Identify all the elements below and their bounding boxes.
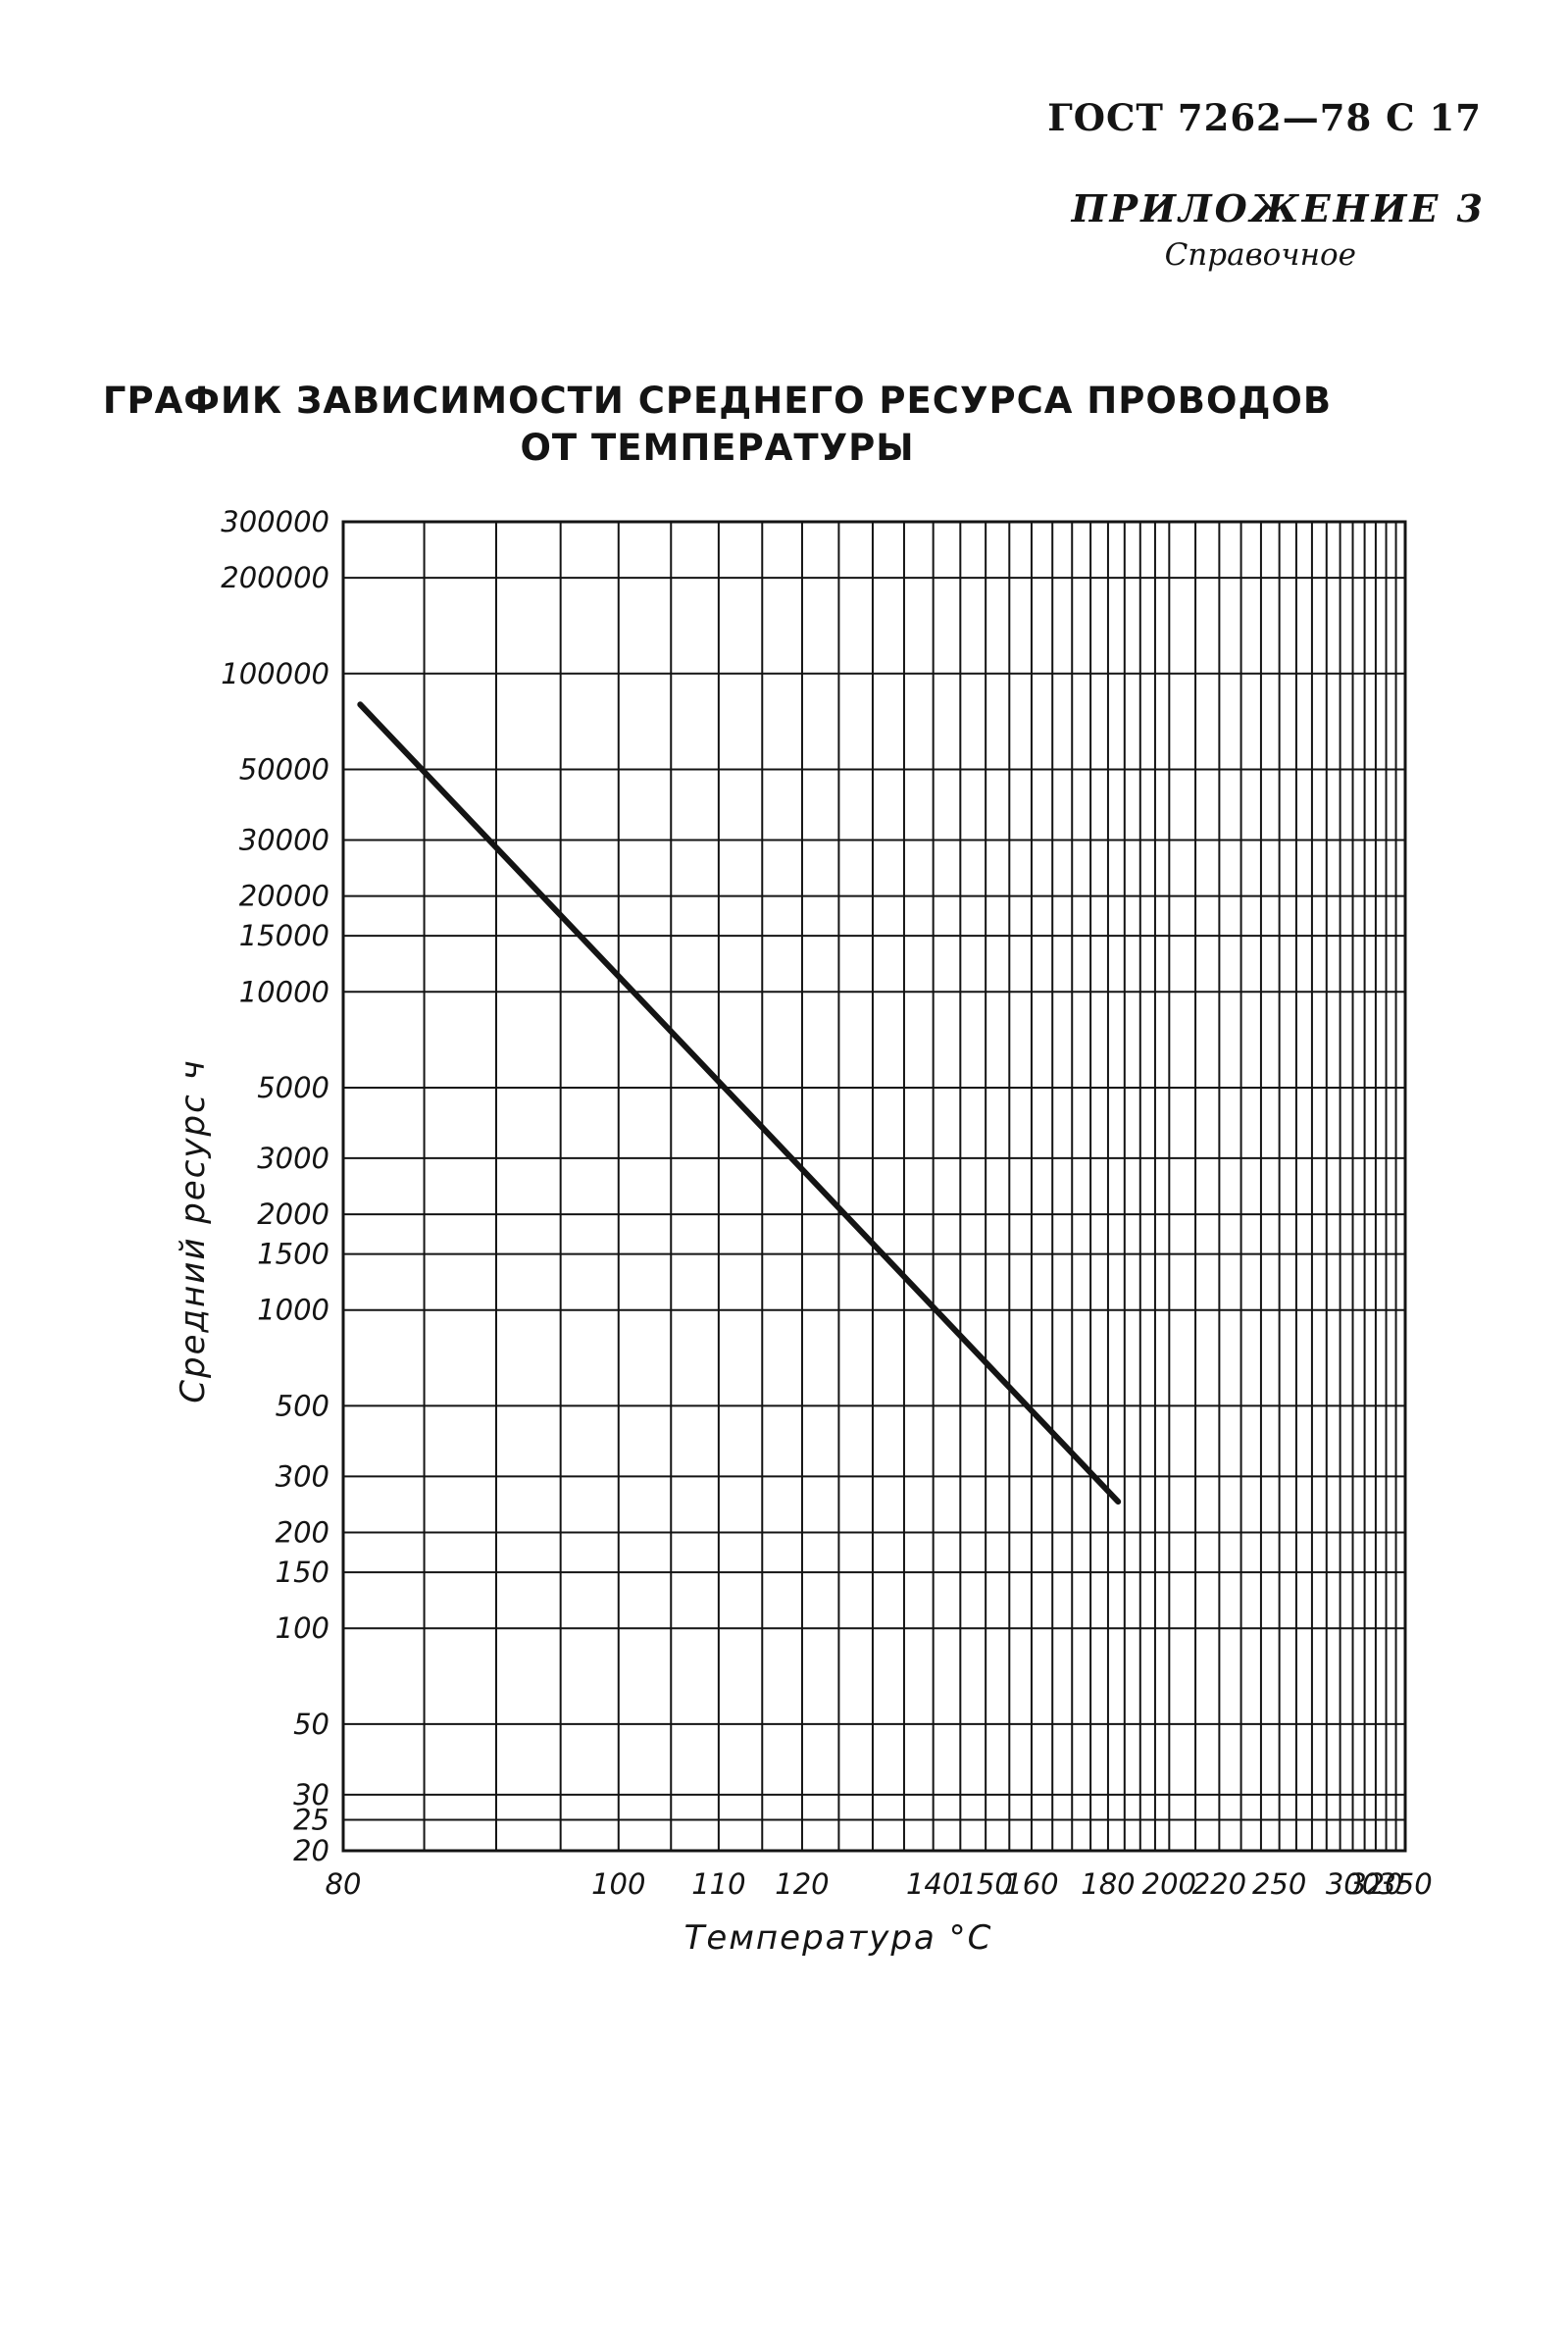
x-tick-label: 140	[906, 1867, 960, 1901]
y-tick-label: 300000	[221, 505, 329, 538]
y-tick-label: 10000	[239, 975, 329, 1008]
y-tick-label: 1500	[257, 1238, 329, 1271]
y-tick-label: 15000	[239, 919, 329, 952]
x-tick-label: 220	[1192, 1867, 1246, 1901]
x-tick-label: 350	[1378, 1867, 1432, 1901]
x-tick-label: 120	[775, 1867, 829, 1901]
x-tick-label: 250	[1252, 1867, 1306, 1901]
chart-title-line-2: ОТ ТЕМПЕРАТУРЫ	[520, 427, 915, 469]
appendix-heading: ПРИЛОЖЕНИЕ 3	[1071, 186, 1486, 230]
x-tick-label: 320	[1348, 1867, 1402, 1901]
x-tick-label: 150	[958, 1867, 1012, 1901]
x-tick-label: 110	[691, 1867, 745, 1901]
x-tick-label: 80	[326, 1867, 362, 1901]
x-tick-label: 300	[1326, 1867, 1380, 1901]
y-tick-label: 300	[276, 1459, 329, 1493]
chart-title-line-1: ГРАФИК ЗАВИСИМОСТИ СРЕДНЕГО РЕСУРСА ПРОВ…	[102, 380, 1333, 422]
y-tick-label: 20	[293, 1834, 329, 1867]
y-tick-label: 1000	[257, 1294, 329, 1327]
y-tick-label: 100	[276, 1611, 329, 1645]
y-tick-label: 100000	[221, 657, 329, 690]
y-tick-label: 200	[276, 1516, 329, 1550]
horizontal-grid	[343, 521, 1405, 1852]
plot-frame	[341, 520, 1407, 1853]
x-tick-label: 100	[591, 1867, 645, 1901]
x-tick-label: 160	[1004, 1867, 1058, 1901]
series-lines	[357, 701, 1122, 1505]
y-tick-label: 2000	[257, 1198, 329, 1231]
y-tick-label: 50	[293, 1708, 329, 1741]
x-axis-label: Температура °С	[684, 1918, 993, 1958]
y-tick-label: 30	[293, 1778, 329, 1811]
standard-number: ГОСТ 7262—78 С 17	[1047, 96, 1482, 139]
y-tick-label: 500	[276, 1389, 329, 1422]
vertical-grid	[342, 522, 1406, 1851]
x-tick-label: 200	[1142, 1867, 1196, 1901]
y-tick-label: 200000	[221, 561, 329, 594]
y-tick-label: 30000	[239, 823, 329, 856]
y-tick-label: 25	[293, 1804, 329, 1837]
y-tick-label: 20000	[239, 880, 329, 913]
series-line	[357, 701, 1122, 1505]
y-tick-label: 150	[276, 1556, 329, 1589]
y-tick-label: 5000	[257, 1071, 329, 1104]
y-axis-label: Средний ресурс ч	[174, 1058, 213, 1402]
appendix-type: Справочное	[1164, 237, 1356, 273]
y-tick-label: 3000	[257, 1142, 329, 1175]
y-tick-label: 50000	[239, 752, 329, 786]
x-tick-label: 180	[1081, 1867, 1135, 1901]
